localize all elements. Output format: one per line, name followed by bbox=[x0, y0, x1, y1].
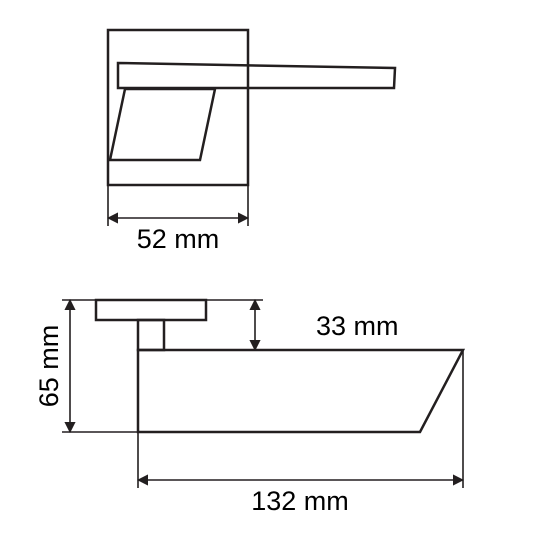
lever-top-outline bbox=[118, 63, 395, 88]
dimension-52mm: 52 mm bbox=[108, 185, 248, 254]
dimension-label: 65 mm bbox=[34, 325, 64, 408]
neck-side bbox=[138, 320, 164, 350]
dimension-label: 52 mm bbox=[137, 224, 220, 254]
plate-side bbox=[96, 300, 206, 320]
technical-drawing: 52 mm 65 mm 33 mm 132 mm bbox=[0, 0, 551, 551]
dimension-label: 132 mm bbox=[251, 486, 349, 516]
lever-side bbox=[138, 350, 463, 432]
top-view bbox=[108, 30, 395, 185]
dimension-label: 33 mm bbox=[316, 311, 399, 341]
dimension-33mm: 33 mm bbox=[164, 300, 399, 350]
plate-outline bbox=[108, 30, 248, 185]
side-view bbox=[96, 300, 463, 432]
hub-outline bbox=[110, 89, 215, 160]
